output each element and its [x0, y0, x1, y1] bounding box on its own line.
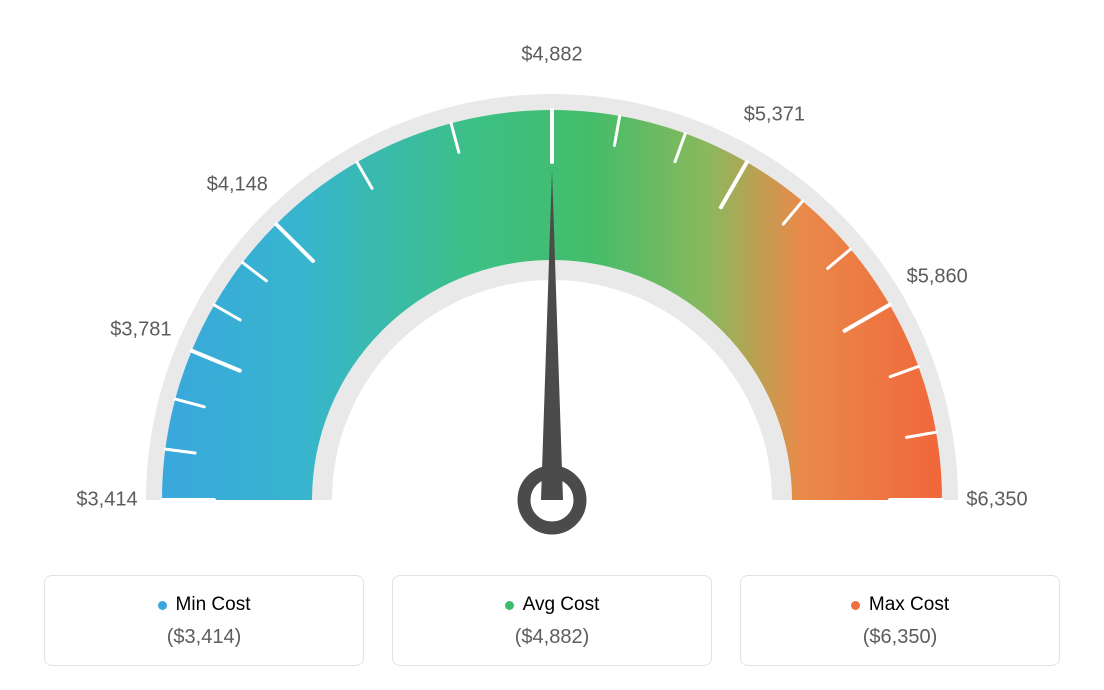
legend-value-min: ($3,414) [55, 626, 353, 649]
legend-card-min: Min Cost ($3,414) [44, 575, 364, 666]
legend-row: Min Cost ($3,414) Avg Cost ($4,882) Max … [0, 575, 1104, 666]
gauge-tick-label: $3,781 [110, 318, 171, 341]
legend-label-min: Min Cost [176, 594, 251, 616]
gauge-svg [102, 30, 1002, 560]
gauge-tick-label: $5,371 [744, 103, 805, 126]
legend-dot-min [158, 601, 167, 610]
legend-title-min: Min Cost [158, 594, 251, 616]
gauge-tick-label: $4,882 [521, 44, 582, 67]
gauge-tick-label: $5,860 [907, 266, 968, 289]
legend-dot-avg [505, 601, 514, 610]
legend-label-max: Max Cost [869, 594, 949, 616]
legend-dot-max [851, 601, 860, 610]
legend-card-avg: Avg Cost ($4,882) [392, 575, 712, 666]
legend-label-avg: Avg Cost [523, 594, 600, 616]
gauge-tick-label: $6,350 [966, 489, 1027, 512]
gauge-chart: $3,414$3,781$4,148$4,882$5,371$5,860$6,3… [102, 30, 1002, 560]
legend-card-max: Max Cost ($6,350) [740, 575, 1060, 666]
legend-title-max: Max Cost [851, 594, 949, 616]
gauge-tick-label: $4,148 [207, 174, 268, 197]
gauge-tick-label: $3,414 [76, 489, 137, 512]
legend-value-avg: ($4,882) [403, 626, 701, 649]
legend-title-avg: Avg Cost [505, 594, 600, 616]
legend-value-max: ($6,350) [751, 626, 1049, 649]
